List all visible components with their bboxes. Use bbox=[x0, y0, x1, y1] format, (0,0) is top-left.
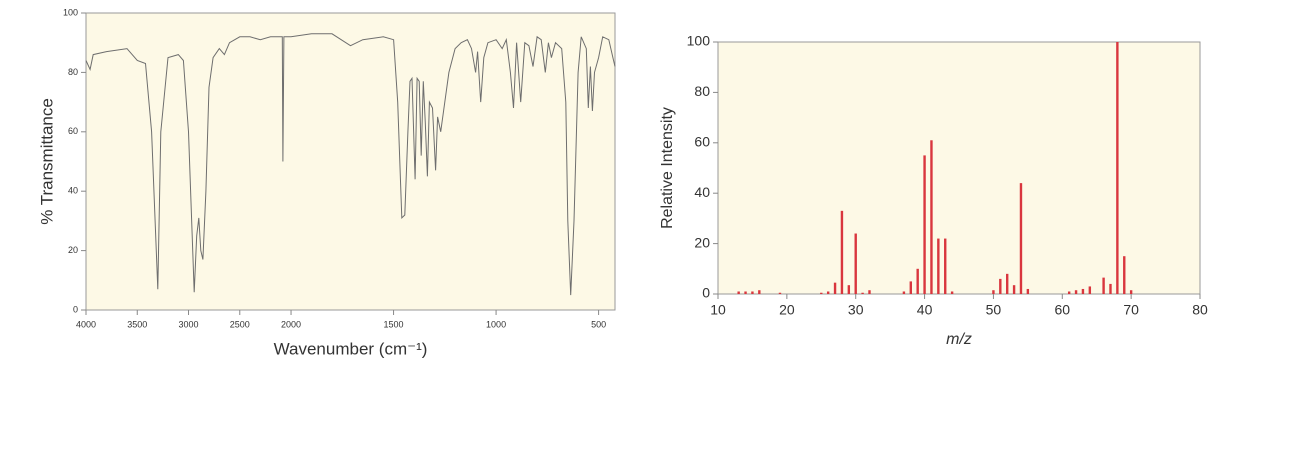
bar bbox=[1088, 286, 1092, 294]
x-tick-label: 1000 bbox=[486, 319, 506, 329]
bar bbox=[744, 291, 747, 294]
x-tick-label: 3500 bbox=[127, 319, 147, 329]
x-tick-label: 500 bbox=[591, 319, 606, 329]
bar bbox=[1081, 288, 1085, 294]
x-tick-label: 50 bbox=[986, 301, 1002, 317]
y-tick-label: 80 bbox=[694, 83, 710, 99]
bar bbox=[737, 291, 740, 294]
x-tick-label: 40 bbox=[917, 301, 933, 317]
bar bbox=[992, 290, 995, 294]
bar bbox=[944, 238, 947, 294]
bar bbox=[950, 291, 954, 294]
y-tick-label: 60 bbox=[694, 134, 710, 150]
x-tick-label: 10 bbox=[710, 301, 726, 317]
bar bbox=[854, 233, 857, 294]
bar bbox=[916, 268, 919, 294]
bar bbox=[820, 292, 823, 294]
y-tick-label: 0 bbox=[73, 304, 78, 314]
y-tick-label: 60 bbox=[68, 126, 78, 136]
y-tick-label: 40 bbox=[68, 186, 78, 196]
x-tick-label: 20 bbox=[779, 301, 795, 317]
x-tick-label: 1500 bbox=[384, 319, 404, 329]
bar bbox=[778, 292, 782, 294]
x-tick-label: 2000 bbox=[281, 319, 301, 329]
y-tick-label: 20 bbox=[68, 245, 78, 255]
x-tick-label: 80 bbox=[1192, 301, 1208, 317]
x-tick-label: 60 bbox=[1054, 301, 1070, 317]
bar bbox=[1109, 283, 1112, 294]
bar bbox=[1074, 290, 1078, 294]
y-axis-label: % Transmittance bbox=[37, 98, 56, 225]
x-axis-label: Wavenumber (cm⁻¹) bbox=[274, 339, 428, 358]
y-tick-label: 0 bbox=[702, 285, 710, 301]
bar bbox=[937, 238, 940, 294]
bar bbox=[1116, 42, 1119, 294]
y-tick-label: 20 bbox=[694, 234, 710, 250]
bar bbox=[751, 291, 754, 294]
y-tick-label: 80 bbox=[68, 67, 78, 77]
x-tick-label: 3000 bbox=[179, 319, 199, 329]
bar bbox=[1019, 183, 1023, 294]
bar bbox=[909, 281, 912, 294]
bar bbox=[999, 278, 1002, 294]
x-tick-label: 4000 bbox=[76, 319, 96, 329]
bar bbox=[840, 210, 844, 294]
bar bbox=[826, 291, 830, 294]
y-axis-label: Relative Intensity bbox=[659, 107, 676, 229]
plot-area bbox=[717, 41, 1201, 295]
x-tick-label: 70 bbox=[1123, 301, 1139, 317]
y-tick-label: 40 bbox=[694, 184, 710, 200]
x-axis-label: m/z bbox=[946, 331, 972, 348]
y-tick-label: 100 bbox=[63, 7, 78, 17]
bar bbox=[1129, 290, 1133, 294]
y-tick-label: 100 bbox=[687, 33, 711, 49]
bar bbox=[847, 285, 851, 294]
bar bbox=[1012, 285, 1016, 294]
bar bbox=[861, 292, 864, 294]
bar bbox=[758, 290, 761, 294]
bar bbox=[1102, 277, 1105, 294]
bar bbox=[930, 140, 933, 294]
plot-area bbox=[85, 12, 616, 311]
x-tick-label: 2500 bbox=[230, 319, 250, 329]
spectrum-line bbox=[85, 33, 616, 296]
bar bbox=[868, 290, 871, 294]
bar bbox=[1026, 288, 1030, 294]
bar bbox=[902, 291, 906, 294]
bar bbox=[923, 155, 926, 294]
bar bbox=[1123, 256, 1126, 294]
bar bbox=[1006, 273, 1009, 294]
bar bbox=[833, 282, 837, 294]
x-tick-label: 30 bbox=[848, 301, 864, 317]
bar bbox=[1067, 291, 1071, 294]
